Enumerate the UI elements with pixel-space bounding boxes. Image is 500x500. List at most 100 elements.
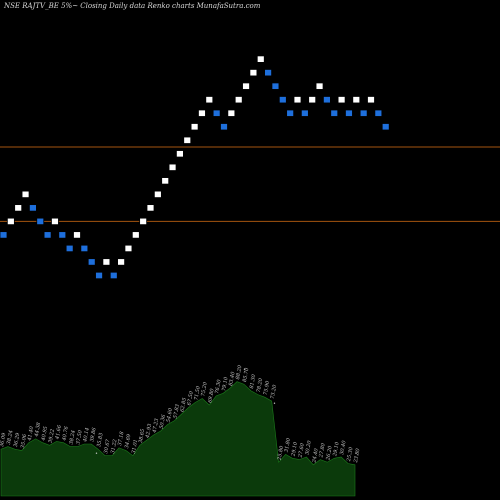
renko-brick — [367, 96, 375, 104]
renko-brick — [73, 231, 81, 239]
volume-label: 76.30 — [214, 378, 223, 394]
renko-brick — [36, 217, 45, 226]
volume-label: 83.40 — [228, 371, 237, 387]
volume-label: 40.14 — [82, 427, 91, 443]
renko-brick — [65, 244, 74, 253]
renko-brick — [80, 244, 89, 253]
volume-label: 35.83 — [96, 432, 104, 447]
volume-label: 27.60 — [297, 442, 306, 459]
renko-brick — [286, 109, 295, 117]
renko-brick — [87, 258, 96, 266]
volume-label: 75.20 — [200, 381, 209, 397]
renko-brick — [153, 190, 162, 199]
volume-label: 38.65 — [138, 428, 146, 443]
volume-label: 71.50 — [193, 385, 202, 401]
volume-label: 31.01 — [131, 439, 139, 454]
renko-brick — [161, 177, 170, 185]
volume-label: 40.95 — [41, 426, 50, 442]
renko-brick — [95, 271, 103, 280]
volume-label: 42.93 — [145, 423, 154, 439]
renko-brick — [124, 244, 133, 253]
renko-brick — [234, 96, 243, 104]
chart-title: NSE RAJTV_BE 5%~ Closing Daily data Renk… — [4, 2, 261, 10]
renko-brick — [300, 109, 309, 117]
renko-brick — [21, 190, 30, 199]
volume-label: 88.20 — [235, 364, 244, 380]
volume-area — [0, 381, 356, 497]
renko-brick — [242, 82, 250, 90]
volume-label: 41.66 — [54, 424, 63, 441]
volume-label: 38.24 — [6, 430, 14, 445]
renko-brick — [43, 231, 52, 239]
renko-brick — [146, 204, 155, 212]
volume-label: 23.80 — [353, 447, 362, 464]
volume-label: 39.22 — [48, 428, 56, 443]
renko-brick — [381, 123, 390, 131]
volume-label: 36.09 — [0, 432, 8, 448]
volume-label: 67.50 — [186, 390, 195, 406]
renko-brick — [131, 231, 140, 239]
volume-label: 62.85 — [180, 397, 188, 412]
volume-label: 31.80 — [284, 437, 293, 453]
volume-label: 30.20 — [304, 439, 313, 455]
volume-label: 78.20 — [256, 377, 265, 393]
renko-brick — [227, 109, 236, 117]
volume-label: 57.83 — [173, 404, 181, 419]
volume-label: 29.10 — [332, 441, 341, 458]
volume-label: 29.10 — [290, 441, 299, 458]
volume-marker-0: • — [95, 451, 98, 457]
volume-label: 75.90 — [263, 380, 272, 396]
volume-label: 85.70 — [242, 367, 251, 383]
renko-brick — [322, 96, 331, 104]
renko-brick — [109, 271, 118, 280]
renko-brick — [190, 123, 199, 131]
renko-brick — [175, 150, 184, 158]
volume-label: 54.60 — [166, 407, 175, 423]
volume-label: 69.80 — [207, 387, 216, 403]
volume-label: 73.20 — [270, 384, 279, 400]
volume-label: 41.40 — [27, 425, 36, 442]
volume-label: 47.23 — [152, 418, 161, 434]
renko-brick — [198, 109, 206, 117]
renko-brick — [293, 96, 302, 104]
renko-brick — [212, 109, 221, 117]
volume-label: 25.80 — [277, 445, 286, 462]
volume-marker-1: • — [243, 367, 246, 373]
renko-brick — [205, 96, 214, 104]
renko-brick — [14, 204, 23, 212]
renko-brick — [308, 96, 317, 104]
volume-label: 35.06 — [20, 433, 29, 449]
renko-brick — [0, 231, 8, 239]
renko-brick — [256, 55, 265, 63]
renko-brick — [337, 96, 346, 104]
volume-label: 27.80 — [318, 442, 327, 459]
volume-label: 39.86 — [89, 426, 98, 442]
volume-label: 79.10 — [221, 376, 230, 392]
volume-label: 81.30 — [249, 373, 258, 389]
volume-label: 25.30 — [346, 446, 355, 463]
volume-label: 31.22 — [110, 439, 118, 454]
volume-label: 30.67 — [103, 438, 112, 454]
volume-label: 37.50 — [75, 429, 84, 445]
renko-brick — [359, 109, 368, 117]
renko-brick — [352, 96, 361, 104]
renko-brick — [51, 217, 59, 226]
renko-brick — [117, 258, 125, 266]
volume-label: 26.20 — [325, 445, 334, 462]
volume-label: 30.40 — [339, 439, 348, 455]
renko-brick — [139, 217, 148, 226]
renko-brick — [6, 217, 15, 226]
volume-label: 38.24 — [68, 430, 76, 445]
volume-label: 37.18 — [117, 431, 125, 446]
renko-brick — [315, 82, 324, 90]
renko-brick — [271, 82, 280, 90]
renko-brick — [102, 258, 111, 266]
volume-label: 50.36 — [159, 413, 168, 429]
volume-label: 44.38 — [34, 422, 43, 438]
renko-brick — [220, 123, 228, 131]
renko-brick — [183, 136, 192, 144]
renko-brick — [168, 163, 177, 171]
renko-brick — [278, 96, 287, 104]
